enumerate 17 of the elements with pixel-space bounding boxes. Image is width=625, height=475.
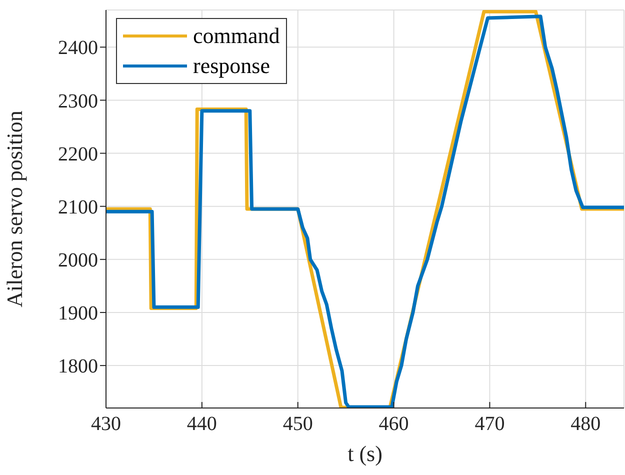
y-tick-label: 2400 bbox=[58, 37, 98, 60]
y-tick-label: 1800 bbox=[58, 356, 98, 378]
x-tick-label: 480 bbox=[570, 413, 601, 436]
x-tick-label: 470 bbox=[474, 413, 505, 436]
y-axis-title: Aileron servo position bbox=[2, 110, 27, 308]
legend-label: command bbox=[193, 22, 280, 50]
y-tick-label: 2100 bbox=[58, 196, 98, 218]
x-tick-label: 450 bbox=[282, 413, 313, 436]
x-tick-label: 430 bbox=[91, 413, 121, 436]
x-tick-label: 440 bbox=[186, 413, 217, 436]
y-tick-label: 2200 bbox=[58, 143, 98, 166]
x-axis-title: t (s) bbox=[348, 441, 382, 466]
y-tick-label: 1900 bbox=[58, 302, 98, 325]
y-tick-label: 2000 bbox=[58, 250, 98, 272]
legend-label: response bbox=[193, 52, 270, 80]
x-tick-label: 460 bbox=[378, 413, 409, 436]
y-tick-label: 2300 bbox=[58, 90, 98, 112]
